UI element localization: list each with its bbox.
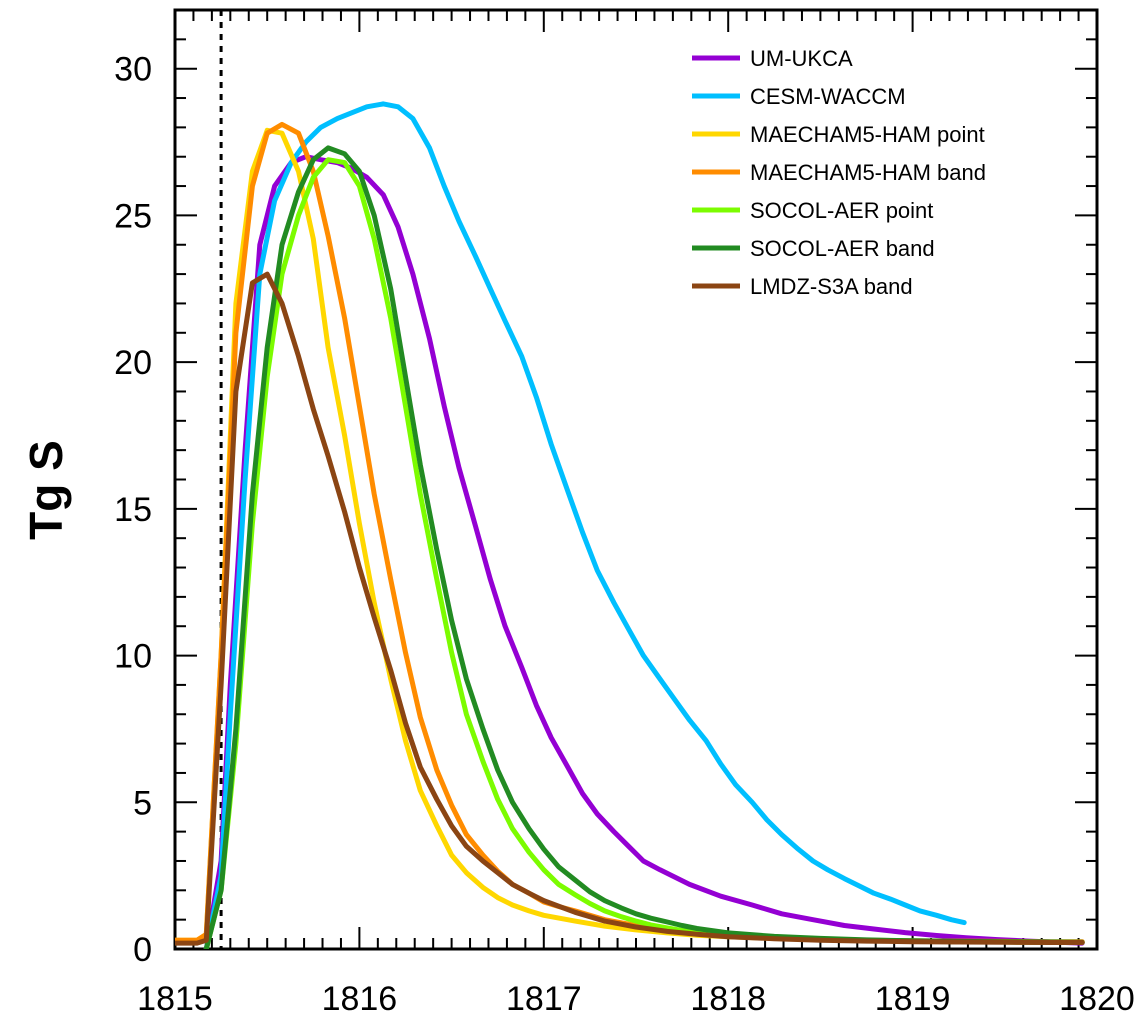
x-tick-label: 1817 bbox=[506, 980, 582, 1018]
series-line bbox=[175, 271, 1085, 946]
y-tick-label: 20 bbox=[114, 344, 152, 382]
series-line bbox=[175, 121, 1085, 945]
y-tick-label: 5 bbox=[133, 784, 152, 822]
x-tick-label: 1816 bbox=[322, 980, 398, 1018]
x-tick-label: 1818 bbox=[690, 980, 766, 1018]
series-line bbox=[203, 101, 967, 949]
legend-label: SOCOL-AER band bbox=[750, 236, 935, 261]
series-lines bbox=[175, 101, 1085, 949]
legend-label: CESM-WACCM bbox=[750, 84, 906, 109]
x-tick-label: 1815 bbox=[137, 980, 213, 1018]
y-tick-labels: 0 5 10 15 20 25 30 bbox=[114, 51, 152, 969]
y-tick-label: 25 bbox=[114, 197, 152, 235]
x-tick-label: 1819 bbox=[875, 980, 951, 1018]
y-axis-title: Tg S bbox=[20, 440, 72, 540]
axis-ticks bbox=[174, 9, 1098, 950]
x-tick-label: 1820 bbox=[1059, 980, 1135, 1018]
legend-label: UM-UKCA bbox=[750, 46, 853, 71]
y-tick-label: 10 bbox=[114, 638, 152, 676]
series-line bbox=[175, 127, 1085, 945]
legend: UM-UKCA CESM-WACCM MAECHAM5-HAM point MAECH… bbox=[692, 46, 986, 299]
y-tick-label: 30 bbox=[114, 51, 152, 89]
legend-label: SOCOL-AER point bbox=[750, 198, 933, 223]
legend-label: MAECHAM5-HAM point bbox=[750, 122, 985, 147]
series-line bbox=[203, 154, 1085, 949]
plot-frame bbox=[173, 8, 1099, 951]
y-tick-label: 0 bbox=[133, 931, 152, 969]
x-tick-labels: 1815 1816 1817 1818 1819 1820 bbox=[137, 980, 1135, 1018]
legend-label: LMDZ-S3A band bbox=[750, 274, 913, 299]
legend-label: MAECHAM5-HAM band bbox=[750, 160, 986, 185]
series-line bbox=[203, 145, 1085, 949]
y-tick-label: 15 bbox=[114, 491, 152, 529]
